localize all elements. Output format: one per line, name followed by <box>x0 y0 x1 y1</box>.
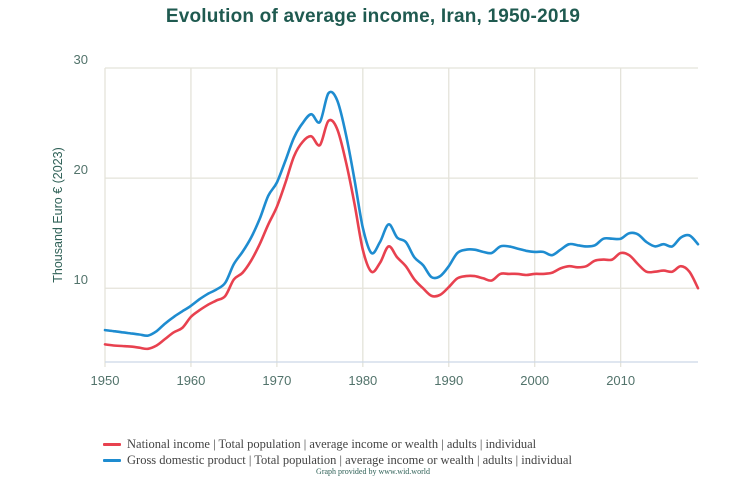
y-axis-title: Thousand Euro € (2023) <box>51 147 65 283</box>
legend-swatch-red <box>103 442 121 446</box>
x-tick-label: 1950 <box>91 373 120 388</box>
legend-swatch-blue <box>103 458 121 462</box>
legend: National income | Total population | ave… <box>103 436 572 468</box>
series-line-national-income <box>103 118 700 351</box>
chart-title: Evolution of average income, Iran, 1950-… <box>165 6 581 27</box>
y-tick-label: 10 <box>74 272 88 287</box>
credit-text: Graph provided by www.wid.world <box>316 467 430 476</box>
legend-label: Gross domestic product | Total populatio… <box>127 452 572 467</box>
x-tick-label: 1980 <box>348 373 377 388</box>
grid <box>104 67 698 367</box>
x-tick-label: 1960 <box>176 373 205 388</box>
x-tick-label: 1970 <box>262 373 291 388</box>
legend-item-gdp[interactable]: Gross domestic product | Total populatio… <box>103 452 572 468</box>
x-tick-label: 2010 <box>606 373 635 388</box>
legend-item-national-income[interactable]: National income | Total population | ave… <box>103 436 572 452</box>
y-tick-label: 30 <box>74 52 88 67</box>
x-tick-label: 1990 <box>434 373 463 388</box>
legend-label: National income | Total population | ave… <box>127 436 537 451</box>
tick-labels: 10 20 30 1950 1960 1970 1980 1990 2000 2010 <box>74 52 636 388</box>
series-lines <box>103 90 700 351</box>
x-tick-label: 2000 <box>520 373 549 388</box>
y-tick-label: 20 <box>74 162 88 177</box>
series-line-gdp <box>103 90 700 338</box>
